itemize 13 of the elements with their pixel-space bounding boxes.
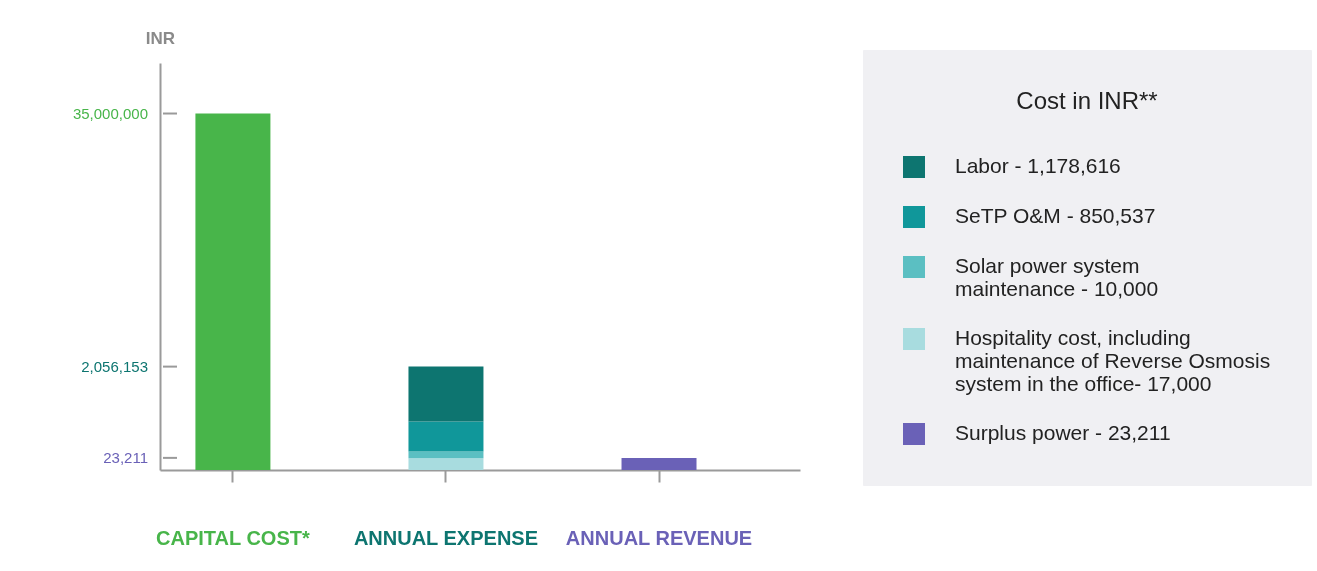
- legend-label: Hospitality cost, including maintenance of Reverse Osmosis system in the office- 17,000: [955, 326, 1271, 395]
- text: 35,000,000: [72, 104, 148, 122]
- x-tick-label: ANNUAL REVENUE: [565, 526, 753, 549]
- legend-label: Solar power system maintenance - 10,000: [955, 254, 1159, 300]
- y-axis-title: INR: [145, 28, 176, 48]
- legend-label: Labor - 1,178,616: [955, 154, 1121, 177]
- text: 2,056,153: [81, 357, 148, 375]
- legend-title: Cost in INR**: [1016, 87, 1158, 114]
- text: 23,211: [103, 448, 148, 466]
- x-tick-label: ANNUAL EXPENSE: [353, 526, 539, 549]
- legend-label: SeTP O&M - 850,537: [955, 204, 1156, 227]
- x-tick-label: CAPITAL COST*: [156, 526, 310, 549]
- legend-label: Surplus power - 23,211: [955, 421, 1171, 444]
